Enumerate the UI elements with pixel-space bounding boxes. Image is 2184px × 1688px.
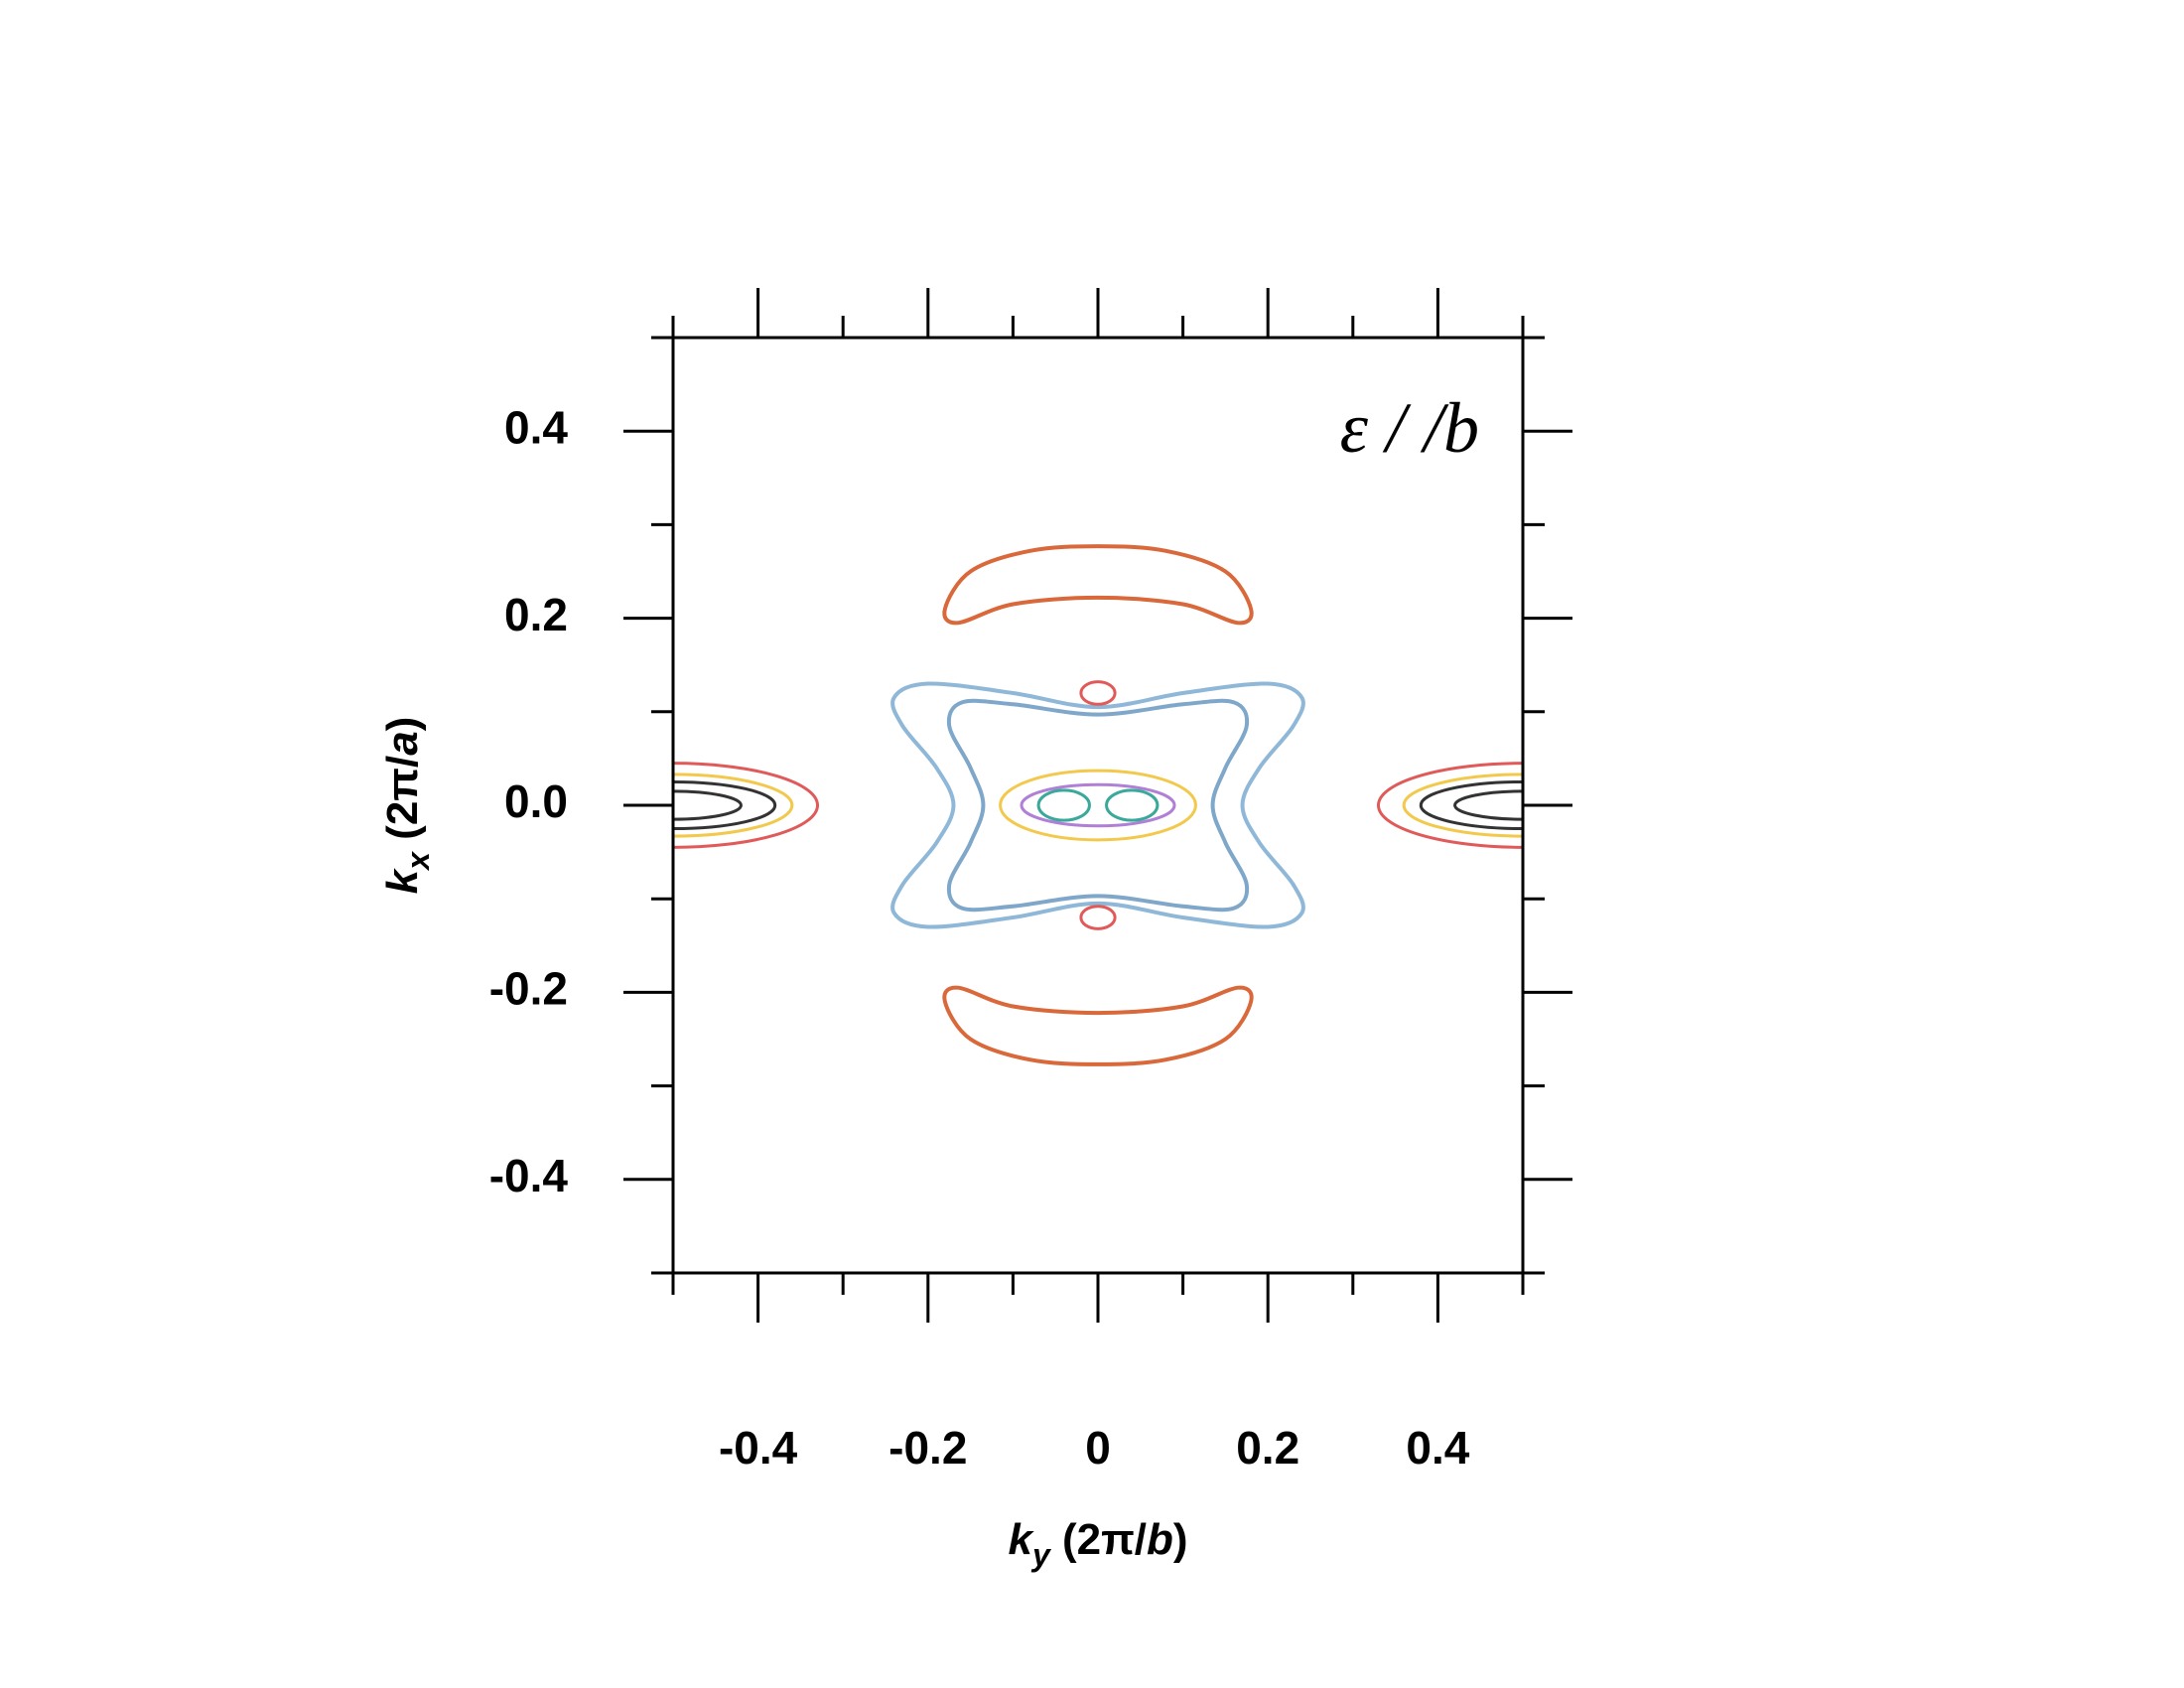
contour-ellipse — [1453, 789, 1523, 821]
x-tick-label: 0 — [1085, 1422, 1111, 1474]
label-part: b — [1147, 1515, 1173, 1564]
contour-line — [946, 698, 1250, 913]
contour-ellipse — [1079, 680, 1117, 706]
contour-ellipse — [673, 762, 819, 849]
x-tick-label: 0.4 — [1406, 1422, 1469, 1474]
contour-ellipse — [1419, 779, 1523, 831]
contour-line — [942, 544, 1254, 626]
label-part: (2π/ — [378, 756, 427, 852]
annotation: ε / /b — [1340, 388, 1479, 468]
x-axis-label: ky (2π/b) — [1008, 1515, 1187, 1573]
y-tick-label: 0.2 — [504, 589, 568, 640]
y-tick-label: -0.2 — [489, 963, 568, 1015]
plot-area — [673, 544, 1523, 1066]
x-tick-label: -0.4 — [719, 1422, 798, 1474]
label-part: y — [1030, 1537, 1052, 1573]
label-part: k — [378, 867, 427, 894]
contour-ellipse — [1402, 773, 1523, 838]
label-part: a — [378, 731, 427, 755]
x-tick-label: -0.2 — [888, 1422, 967, 1474]
plot-frame — [671, 336, 1525, 1275]
contour-ellipse — [1105, 788, 1160, 822]
label-part: (2π/ — [1050, 1515, 1147, 1564]
y-tick-label: -0.4 — [489, 1150, 569, 1201]
contour-ellipse — [1036, 788, 1091, 822]
y-axis-label: kx (2π/a) — [378, 717, 436, 895]
x-tick-label: 0.2 — [1236, 1422, 1299, 1474]
contour-ellipse — [1079, 905, 1117, 930]
label-part: k — [1008, 1515, 1034, 1564]
contour-line — [942, 985, 1254, 1066]
contour-ellipse — [1020, 782, 1176, 828]
label-part: ) — [378, 717, 427, 732]
contour-line — [890, 681, 1305, 929]
y-tick-label: 0.4 — [504, 401, 568, 453]
label-part: x — [400, 851, 436, 872]
contour-ellipse — [999, 769, 1197, 842]
y-tick-label: 0.0 — [504, 775, 568, 827]
label-part: ) — [1173, 1515, 1188, 1564]
